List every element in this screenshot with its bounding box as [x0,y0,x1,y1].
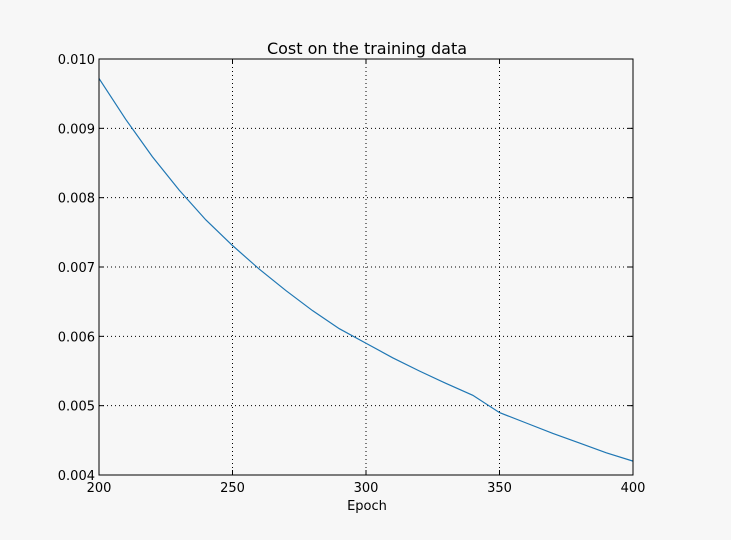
axes-frame [98,58,634,476]
x-tick-label: 200 [87,481,112,496]
x-tick-label: 400 [621,481,646,496]
x-tick-label: 250 [220,481,245,496]
y-tick-label: 0.010 [58,53,95,68]
tick-labels: 200 250 300 350 400 0.004 0.005 0.006 0.007 0.008… [58,53,646,496]
chart-title: Cost on the training data [267,39,467,58]
grid-lines [99,59,633,475]
x-tick-label: 350 [487,481,512,496]
y-tick-label: 0.007 [58,261,95,276]
series-layer [98,78,634,462]
series-line [98,78,634,462]
x-axis-label: Epoch [347,499,387,514]
x-tick-label: 300 [354,481,379,496]
y-tick-label: 0.009 [58,122,95,137]
y-tick-label: 0.006 [58,330,95,345]
y-tick-label: 0.005 [58,400,95,415]
y-tick-label: 0.004 [58,469,95,484]
y-tick-label: 0.008 [58,192,95,207]
